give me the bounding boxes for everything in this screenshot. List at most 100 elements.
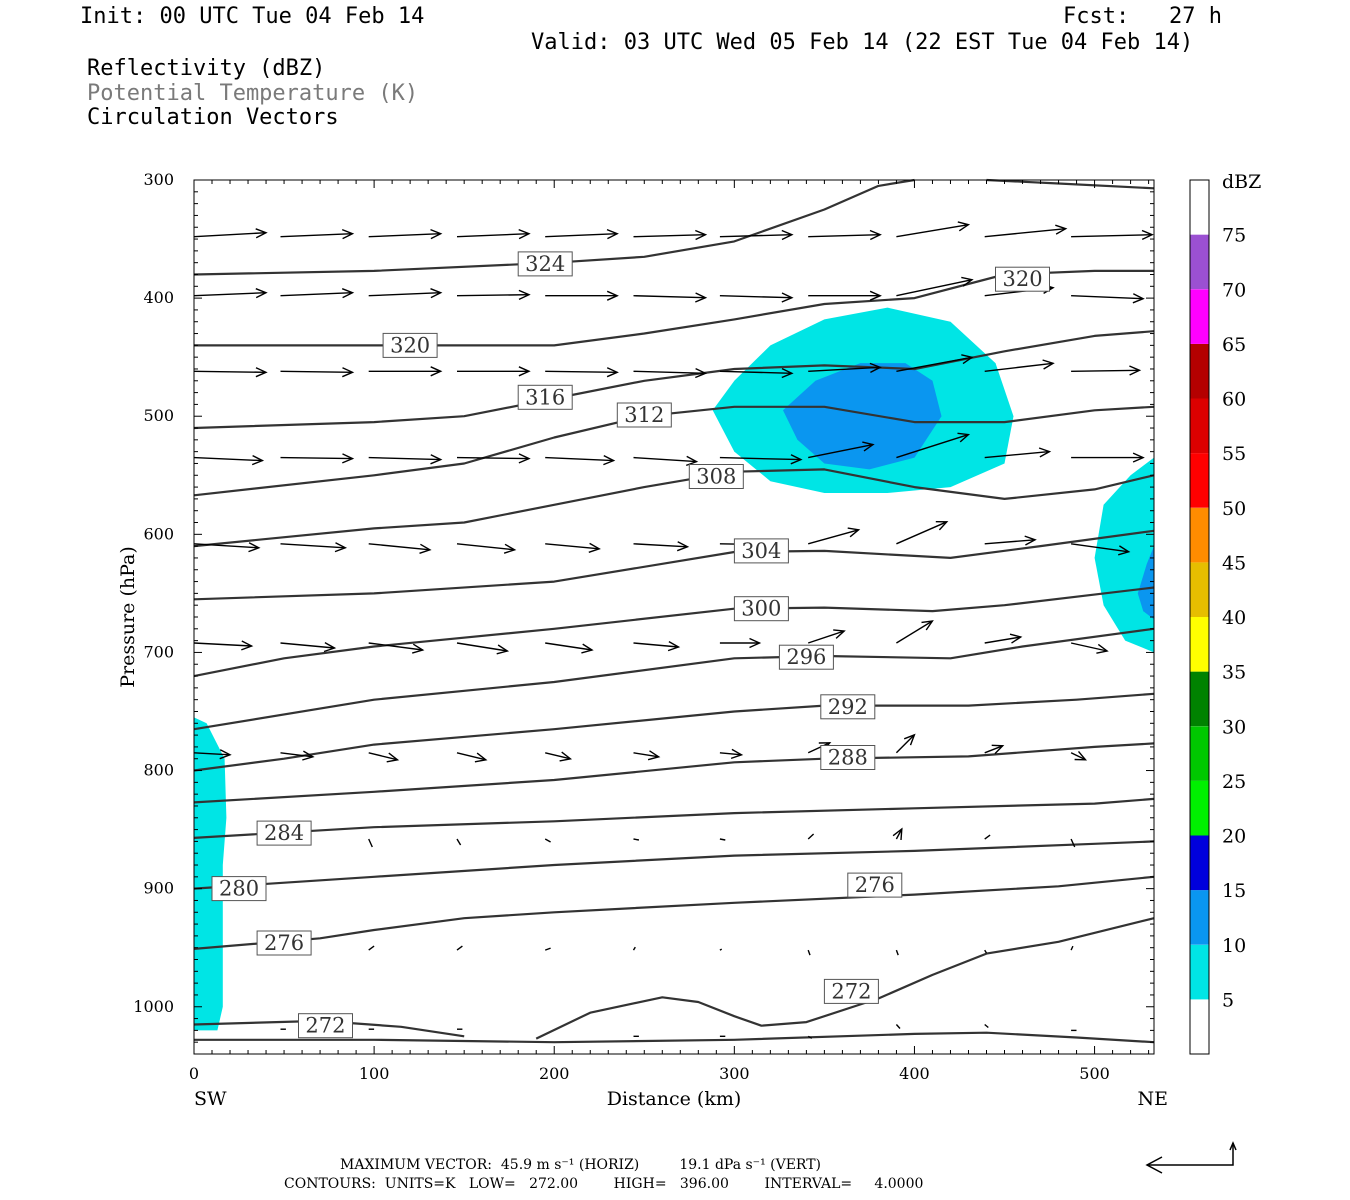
vector-shaft [984, 450, 1050, 459]
vector-shaft [719, 838, 726, 841]
circulation-vector [457, 366, 531, 377]
vector-shaft [719, 234, 792, 238]
reflectivity-fills [194, 307, 1154, 1031]
isentrope-line [193, 586, 1155, 678]
vector-head [342, 367, 355, 378]
plot-frame [193, 179, 1155, 1055]
reflectivity-area-5dbz [1094, 457, 1154, 653]
vector-head [695, 229, 708, 241]
vector-shaft [633, 456, 697, 463]
colorbar-segment [1190, 343, 1209, 399]
vector-shaft [456, 294, 530, 297]
circulation-vector [807, 949, 811, 956]
vector-shaft [984, 949, 988, 954]
circulation-vector [633, 292, 708, 303]
circulation-vector [1071, 543, 1131, 556]
circulation-vector [545, 542, 601, 553]
circulation-vector [896, 521, 949, 545]
max-vector-note: MAXIMUM VECTOR: 45.9 m s⁻¹ (HORIZ) 19.1 … [340, 1157, 822, 1173]
contour-label: 276 [264, 931, 304, 955]
circulation-vector [719, 367, 794, 379]
circulation-vector [984, 1023, 989, 1029]
colorbar-tick-label: 25 [1222, 771, 1246, 793]
x-tick-label: 100 [359, 1064, 390, 1083]
vector-shaft [1071, 234, 1153, 238]
vector-shaft [895, 734, 915, 754]
vector-shaft [808, 443, 874, 459]
vector-shaft [633, 543, 688, 548]
vector-head [419, 543, 432, 554]
vector-shaft [719, 370, 792, 374]
vector-head [302, 750, 315, 761]
contour-label-box [820, 694, 876, 720]
circulation-vector [719, 748, 744, 760]
circulation-vector [984, 447, 1052, 459]
vector-shaft [456, 543, 515, 551]
vector-shaft [633, 295, 706, 299]
vector-head [1118, 545, 1131, 556]
y-tick-label: 1000 [133, 997, 174, 1016]
vector-shaft [545, 642, 593, 651]
colorbar-tick-label: 65 [1222, 334, 1246, 356]
circulation-vector [808, 441, 875, 459]
vector-shaft [807, 949, 811, 956]
circulation-vector [1070, 750, 1088, 761]
vector-head [1038, 447, 1052, 458]
reflectivity-area-10dbz [1137, 546, 1154, 620]
vector-head [341, 288, 355, 299]
circulation-vector [633, 229, 708, 241]
vector-head [862, 441, 875, 452]
contour-label-box [847, 872, 903, 898]
circulation-vectors [193, 221, 1154, 1039]
vector-shaft [896, 521, 948, 545]
vector-head [781, 229, 794, 241]
vector-shaft [368, 752, 398, 761]
circulation-vector [719, 637, 762, 649]
vector-shaft [193, 642, 252, 647]
vector-shaft [807, 742, 831, 754]
vector-head [1132, 293, 1145, 304]
vector-head [730, 748, 744, 760]
vector-shaft [368, 642, 423, 651]
vector-shaft [368, 292, 441, 297]
colorbar-tick-label: 30 [1222, 716, 1246, 738]
vector-head [1096, 643, 1109, 654]
isentrope-line [193, 742, 1155, 804]
contour-label-box [211, 876, 267, 902]
vector-shaft [719, 752, 742, 756]
vector-shaft [545, 370, 618, 373]
colorbar-segment [1190, 289, 1209, 344]
circulation-vector [368, 228, 443, 240]
x-axis-label: Distance (km) [607, 1088, 742, 1110]
vector-head [667, 640, 681, 652]
vector-head [342, 453, 355, 464]
y-tick-label: 900 [143, 879, 174, 898]
circulation-vector [719, 454, 803, 465]
vector-shaft [807, 833, 815, 840]
circulation-vector [896, 432, 971, 459]
circulation-vector [456, 453, 531, 464]
colorbar-tick-label: 35 [1222, 662, 1246, 684]
contour-label-box [733, 596, 789, 622]
circulation-vector [368, 454, 443, 465]
circulation-vector [808, 290, 882, 301]
circulation-vector [1070, 838, 1076, 848]
contour-label: 320 [1002, 267, 1042, 291]
isentrope-line [535, 917, 1155, 1040]
vector-head [323, 641, 337, 653]
contour-label: 296 [786, 645, 826, 669]
vector-head [430, 366, 443, 377]
circulation-vector [808, 229, 882, 241]
reference-vector-head-vert [1229, 1141, 1237, 1151]
circulation-vector [633, 367, 708, 379]
colorbar-segment-below-5 [1190, 999, 1209, 1054]
circulation-vector [984, 224, 1068, 238]
vector-shaft [193, 543, 259, 549]
colorbar-tick-label: 55 [1222, 443, 1246, 465]
circulation-vector [545, 290, 619, 301]
vector-head [957, 432, 971, 443]
contour-label: 308 [696, 464, 736, 488]
circulation-vector [280, 367, 355, 378]
colorbar-unit-label: dBZ [1222, 171, 1261, 193]
